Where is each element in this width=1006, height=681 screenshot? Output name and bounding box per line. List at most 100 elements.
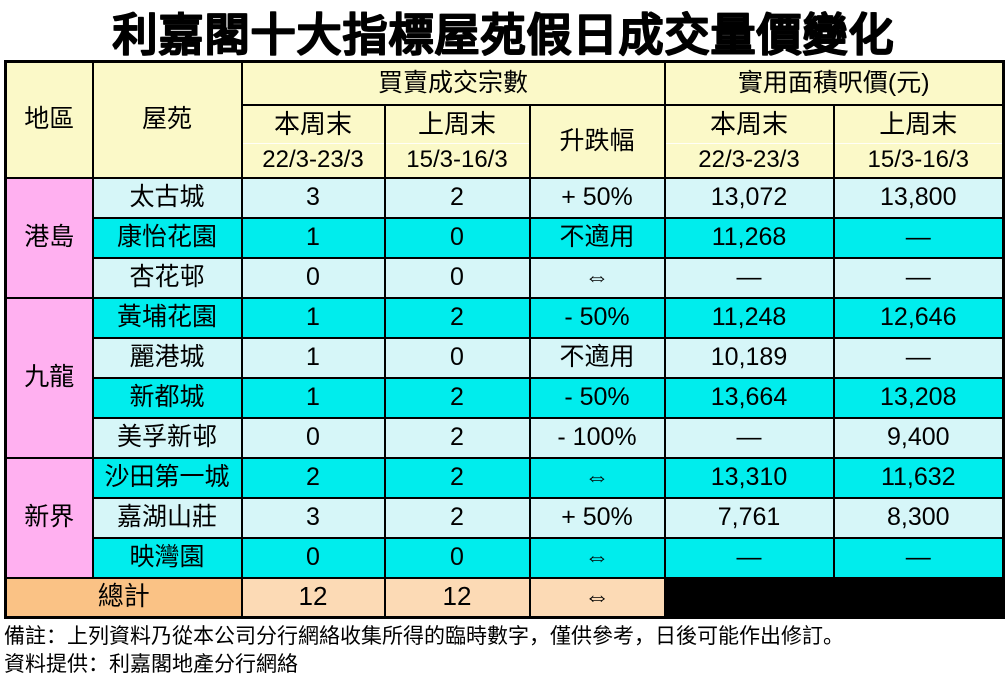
change-cell: - 50% xyxy=(528,296,666,339)
estate-row: 杏花邨 0 0 ⇔ — — xyxy=(6,256,1005,299)
estate-name-cell: 黃埔花園 xyxy=(91,296,243,339)
deals-last-weekend-cell: 2 xyxy=(383,496,531,539)
header-psf-this-weekend: 本周末 22/3-23/3 xyxy=(663,103,835,179)
deals-this-weekend-cell: 0 xyxy=(240,416,386,459)
header-this-weekend-dates: 22/3-23/3 xyxy=(243,142,383,176)
psf-last-weekend-cell: 12,646 xyxy=(832,296,1005,339)
estate-row: 麗港城 1 0 不適用 10,189 — xyxy=(6,336,1005,379)
estate-name-cell: 美孚新邨 xyxy=(91,416,243,459)
deals-last-weekend-cell: 0 xyxy=(383,336,531,379)
psf-this-weekend-cell: 13,664 xyxy=(663,376,835,419)
deals-last-weekend-cell: 0 xyxy=(383,216,531,259)
header-psf-last-weekend-label: 上周末 xyxy=(879,108,958,139)
psf-last-weekend-cell: — xyxy=(832,256,1005,299)
psf-last-weekend-cell: — xyxy=(832,216,1005,259)
header-psf-last-weekend-dates: 15/3-16/3 xyxy=(835,142,1002,176)
data-table: 地區 屋苑 買賣成交宗數 實用面積呎價(元) 本周末 22/3-23/3 上周末… xyxy=(4,60,1005,619)
change-cell: ⇔ xyxy=(528,256,666,299)
change-cell: 不適用 xyxy=(528,216,666,259)
estate-row: 嘉湖山莊 3 2 + 50% 7,761 8,300 xyxy=(6,496,1005,539)
psf-this-weekend-cell: 11,248 xyxy=(663,296,835,339)
psf-this-weekend-cell: 7,761 xyxy=(663,496,835,539)
psf-this-weekend-cell: 11,268 xyxy=(663,216,835,259)
deals-this-weekend-cell: 3 xyxy=(240,496,386,539)
deals-this-weekend-cell: 1 xyxy=(240,376,386,419)
deals-last-weekend-cell: 0 xyxy=(383,256,531,299)
blank-black-cell xyxy=(663,576,1005,619)
region-cell: 新界 xyxy=(4,456,94,579)
psf-this-weekend-cell: — xyxy=(663,416,835,459)
psf-this-weekend-cell: 10,189 xyxy=(663,336,835,379)
psf-last-weekend-cell: — xyxy=(832,536,1005,579)
estate-row: 新界 沙田第一城 2 2 ⇔ 13,310 11,632 xyxy=(4,456,1005,579)
header-psf-this-weekend-label: 本周末 xyxy=(709,108,788,139)
estate-row: 映灣園 0 0 ⇔ — — xyxy=(6,536,1005,579)
psf-this-weekend-cell: — xyxy=(663,536,835,579)
header-psf-last-weekend: 上周末 15/3-16/3 xyxy=(832,103,1005,179)
psf-this-weekend-cell: 13,072 xyxy=(663,176,835,219)
header-region: 地區 xyxy=(4,60,94,179)
total-label-cell: 總計 xyxy=(4,576,243,619)
psf-this-weekend-cell: — xyxy=(663,256,835,299)
page-title: 利嘉閣十大指標屋苑假日成交量價變化 xyxy=(111,8,894,60)
header-last-weekend-label: 上周末 xyxy=(417,108,496,139)
footer: 備註：上列資料乃從本公司分行網絡收集所得的臨時數字，僅供參考，日後可能作出修訂。… xyxy=(4,623,1006,679)
deals-this-weekend-cell: 2 xyxy=(240,456,386,499)
estate-row: 九龍 黃埔花園 1 2 - 50% 11,248 12,646 xyxy=(4,296,1005,459)
deals-last-weekend-cell: 2 xyxy=(383,416,531,459)
note-text: 備註：上列資料乃從本公司分行網絡收集所得的臨時數字，僅供參考，日後可能作出修訂。 xyxy=(4,625,844,648)
estate-name-cell: 映灣園 xyxy=(91,536,243,579)
header-last-weekend-dates: 15/3-16/3 xyxy=(386,142,528,176)
estate-name-cell: 沙田第一城 xyxy=(91,456,243,499)
estate-name-cell: 太古城 xyxy=(91,176,243,219)
psf-last-weekend-cell: 13,208 xyxy=(832,376,1005,419)
header-deals-last-weekend: 上周末 15/3-16/3 xyxy=(383,103,531,179)
deals-last-weekend-cell: 2 xyxy=(383,296,531,339)
deals-last-weekend-cell: 0 xyxy=(383,536,531,579)
change-cell: - 50% xyxy=(528,376,666,419)
header-deals-this-weekend: 本周末 22/3-23/3 xyxy=(240,103,386,179)
header-psf-group: 實用面積呎價(元) xyxy=(663,60,1005,106)
deals-last-weekend-cell: 2 xyxy=(383,456,531,499)
estate-name-cell: 嘉湖山莊 xyxy=(91,496,243,539)
deals-this-weekend-cell: 0 xyxy=(240,536,386,579)
deals-this-weekend-cell: 1 xyxy=(240,296,386,339)
total-change-cell: ⇔ xyxy=(528,576,666,619)
estate-name-cell: 康怡花園 xyxy=(91,216,243,259)
source-text: 資料提供：利嘉閣地產分行網絡 xyxy=(4,653,298,676)
estate-name-cell: 杏花邨 xyxy=(91,256,243,299)
deals-last-weekend-cell: 2 xyxy=(383,376,531,419)
total-row: 總計 12 12 ⇔ xyxy=(4,576,1005,619)
change-cell: ⇔ xyxy=(528,456,666,499)
region-cell: 九龍 xyxy=(4,296,94,459)
deals-this-weekend-cell: 3 xyxy=(240,176,386,219)
header-sub-row: 本周末 22/3-23/3 上周末 15/3-16/3 升跌幅 本周末 22/3… xyxy=(6,103,1005,179)
psf-last-weekend-cell: 8,300 xyxy=(832,496,1005,539)
estate-row: 美孚新邨 0 2 - 100% — 9,400 xyxy=(6,416,1005,459)
header-transactions-group: 買賣成交宗數 xyxy=(240,60,666,106)
psf-last-weekend-cell: — xyxy=(832,336,1005,379)
change-cell: ⇔ xyxy=(528,536,666,579)
deals-this-weekend-cell: 1 xyxy=(240,216,386,259)
header-this-weekend-label: 本周末 xyxy=(273,108,352,139)
psf-last-weekend-cell: 11,632 xyxy=(832,456,1005,499)
estate-name-cell: 新都城 xyxy=(91,376,243,419)
header-group-row: 地區 屋苑 買賣成交宗數 實用面積呎價(元) xyxy=(4,60,1005,179)
psf-last-weekend-cell: 9,400 xyxy=(832,416,1005,459)
change-cell: 不適用 xyxy=(528,336,666,379)
total-deals-last-weekend-cell: 12 xyxy=(383,576,531,619)
estate-row: 港島 太古城 3 2 + 50% 13,072 13,800 xyxy=(4,176,1005,299)
deals-this-weekend-cell: 0 xyxy=(240,256,386,299)
change-cell: - 100% xyxy=(528,416,666,459)
change-cell: + 50% xyxy=(528,496,666,539)
deals-this-weekend-cell: 1 xyxy=(240,336,386,379)
region-cell: 港島 xyxy=(4,176,94,299)
estate-row: 新都城 1 2 - 50% 13,664 13,208 xyxy=(6,376,1005,419)
header-change: 升跌幅 xyxy=(528,103,666,179)
estate-row: 康怡花園 1 0 不適用 11,268 — xyxy=(6,216,1005,259)
header-estate: 屋苑 xyxy=(91,60,243,179)
psf-this-weekend-cell: 13,310 xyxy=(663,456,835,499)
estate-name-cell: 麗港城 xyxy=(91,336,243,379)
change-cell: + 50% xyxy=(528,176,666,219)
